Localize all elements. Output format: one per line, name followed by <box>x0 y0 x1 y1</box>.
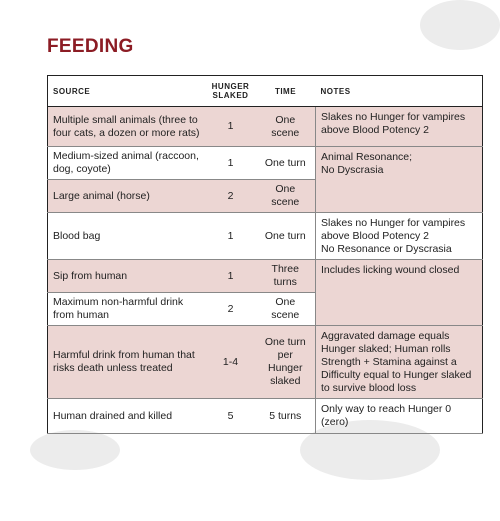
time-cell: 5 turns <box>255 398 316 434</box>
time-cell: One turn <box>255 212 316 260</box>
time-cell: One scene <box>255 106 316 147</box>
note-line: Animal Resonance; <box>321 151 413 163</box>
note-line: Only way to reach Hunger 0 (zero) <box>321 403 452 428</box>
note-line: No Dyscrasia <box>321 164 384 176</box>
note-line: Slakes no Hunger for vampires above Bloo… <box>321 111 466 136</box>
time-cell: One scene <box>255 292 316 326</box>
header-cell: HUNGER SLAKED <box>205 75 256 107</box>
table-row: Human drained and killed 5 5 turns Only way… <box>47 398 483 434</box>
table-row: Medium-sized animal (raccoon, dog, coyot… <box>47 146 483 213</box>
time-cell: One turn <box>255 146 316 180</box>
hunger-cell: 2 <box>205 179 256 213</box>
hunger-cell: 1 <box>205 106 256 147</box>
note-line: Slakes no Hunger for vampires above Bloo… <box>321 217 466 242</box>
hunger-cell: 1-4 <box>205 325 256 399</box>
notes-cell: Only way to reach Hunger 0 (zero) <box>315 398 483 434</box>
table-row: Sip from human 1 Three turns Includes licki… <box>47 259 483 326</box>
hunger-cell: 2 <box>205 292 256 326</box>
hunger-cell: 1 <box>205 259 256 293</box>
time-cell: Three turns <box>255 259 316 293</box>
table-row: Multiple small animals (three to four ca… <box>47 106 483 147</box>
header-row: SOURCE HUNGER SLAKED TIME NOTES <box>47 75 483 107</box>
source-cell: Medium-sized animal (raccoon, dog, coyot… <box>47 146 206 180</box>
hunger-cell: 5 <box>205 398 256 434</box>
header-cell: NOTES <box>315 75 483 107</box>
header-cell: TIME <box>255 75 316 107</box>
notes-cell: Animal Resonance; No Dyscrasia <box>315 146 483 213</box>
time-cell: One scene <box>255 179 316 213</box>
table-row: Maximum non-harmful drink from human 2 One… <box>47 292 483 326</box>
hunger-cell: 1 <box>205 212 256 260</box>
feeding-table: SOURCE HUNGER SLAKED TIME NOTES Multiple… <box>47 75 483 434</box>
source-cell: Harmful drink from human that risks deat… <box>47 325 206 399</box>
splatter <box>30 430 120 470</box>
source-cell: Multiple small animals (three to four ca… <box>47 106 206 147</box>
source-cell: Maximum non-harmful drink from human <box>47 292 206 326</box>
source-cell: Human drained and killed <box>47 398 206 434</box>
notes-cell: Slakes no Hunger for vampires above Bloo… <box>315 106 483 147</box>
time-cell: One turn per Hunger slaked <box>255 325 316 399</box>
splatter <box>420 0 500 50</box>
note-line: Includes licking wound closed <box>321 264 460 276</box>
table-row: Harmful drink from human that risks deat… <box>47 325 483 399</box>
title: FEEDING <box>47 36 134 57</box>
table-row: Blood bag 1 One turn Slakes no Hunger for v… <box>47 212 483 260</box>
table-row: Large animal (horse) 2 One scene <box>47 179 483 213</box>
hunger-cell: 1 <box>205 146 256 180</box>
source-cell: Large animal (horse) <box>47 179 206 213</box>
notes-cell: Aggravated damage equals Hunger slaked; … <box>315 325 483 399</box>
note-line: Aggravated damage equals Hunger slaked; … <box>321 330 472 394</box>
note-line: No Resonance or Dyscrasia <box>321 243 452 255</box>
source-cell: Sip from human <box>47 259 206 293</box>
notes-cell: Slakes no Hunger for vampires above Bloo… <box>315 212 483 260</box>
header-cell: SOURCE <box>47 75 206 107</box>
notes-cell: Includes licking wound closed <box>315 259 483 326</box>
source-cell: Blood bag <box>47 212 206 260</box>
